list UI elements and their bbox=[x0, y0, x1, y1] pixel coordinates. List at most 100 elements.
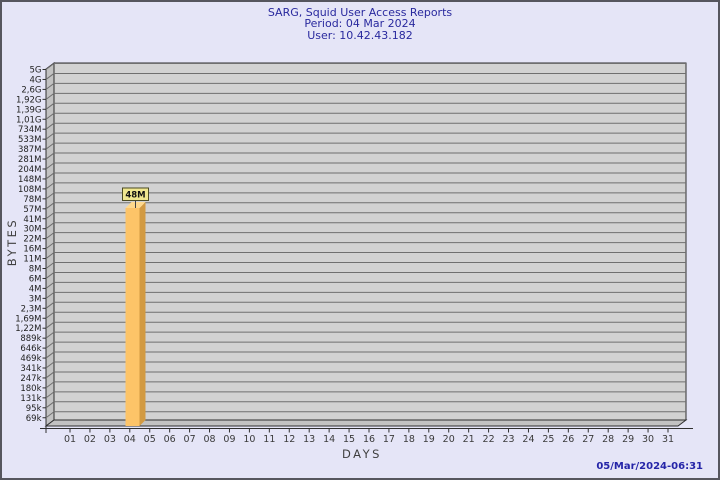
gridline-wall-connector bbox=[45, 162, 55, 170]
gridline-wall-connector bbox=[45, 262, 55, 269]
gridline-wall-connector bbox=[45, 381, 55, 389]
x-tick-label: 01 bbox=[64, 434, 76, 445]
x-tick-label: 08 bbox=[203, 434, 215, 445]
x-tick-label: 20 bbox=[443, 434, 455, 445]
y-axis-wall bbox=[45, 62, 55, 427]
report-title: SARG, Squid User Access Reports bbox=[267, 6, 453, 19]
gridline-wall-connector bbox=[45, 252, 55, 259]
gridline-wall-connector bbox=[45, 371, 55, 379]
y-tick-label: 78M bbox=[23, 195, 41, 205]
gridline-wall-connector bbox=[45, 112, 55, 120]
gridline-wall-connector bbox=[45, 83, 55, 90]
y-tick-label: 41M bbox=[23, 215, 41, 225]
x-tick-label: 22 bbox=[483, 434, 495, 445]
gridline-wall-connector bbox=[45, 411, 55, 419]
gridline-wall-connector bbox=[45, 202, 55, 210]
y-tick-label: 387M bbox=[18, 145, 42, 155]
report-period: Period: 04 Mar 2024 bbox=[304, 17, 416, 31]
y-tick-label: 281M bbox=[18, 155, 42, 165]
x-tick-label: 15 bbox=[343, 434, 355, 445]
report-header: SARG, Squid User Access Reports Period: … bbox=[2, 7, 718, 41]
x-tick-label: 31 bbox=[662, 434, 674, 445]
y-tick-label: 1,69M bbox=[15, 314, 41, 324]
y-tick-label: 180k bbox=[20, 384, 41, 394]
plot-area bbox=[53, 62, 687, 421]
gridline-wall-connector bbox=[45, 132, 55, 140]
x-tick-label: 28 bbox=[602, 434, 614, 445]
y-tick-label: 533M bbox=[18, 135, 42, 145]
generated-timestamp: 05/Mar/2024-06:31 bbox=[596, 461, 703, 472]
x-tick-label: 03 bbox=[104, 434, 116, 445]
y-tick-label: 95k bbox=[26, 404, 42, 414]
y-tick-label: 11M bbox=[23, 255, 41, 265]
y-tick-label: 4G bbox=[30, 75, 42, 85]
x-tick-label: 16 bbox=[363, 434, 375, 445]
x-tick-label: 17 bbox=[383, 434, 395, 445]
y-tick-label: 469k bbox=[20, 354, 41, 364]
x-tick-label: 02 bbox=[84, 434, 96, 445]
x-tick-label: 11 bbox=[263, 434, 275, 445]
x-tick-label: 26 bbox=[562, 434, 574, 445]
bar-value-label: 48M bbox=[125, 190, 145, 200]
gridline-wall-connector bbox=[45, 212, 55, 220]
gridline-wall-connector bbox=[45, 341, 55, 349]
gridline-wall-connector bbox=[45, 73, 55, 80]
x-tick-label: 21 bbox=[463, 434, 475, 445]
y-tick-label: 2,6G bbox=[21, 85, 41, 95]
x-tick-label: 13 bbox=[303, 434, 315, 445]
x-tick-label: 06 bbox=[164, 434, 176, 445]
x-tick-label: 19 bbox=[423, 434, 435, 445]
y-tick-label: 2,3M bbox=[21, 304, 42, 314]
x-tick-label: 27 bbox=[582, 434, 594, 445]
gridline-wall-connector bbox=[45, 63, 55, 70]
gridline-wall-connector bbox=[45, 301, 55, 309]
y-tick-label: 108M bbox=[18, 185, 42, 195]
y-tick-label: 341k bbox=[20, 364, 41, 374]
x-tick-label: 12 bbox=[283, 434, 295, 445]
y-tick-label: 16M bbox=[23, 245, 41, 255]
y-tick-label: 4M bbox=[29, 284, 42, 294]
x-tick-label: 29 bbox=[622, 434, 634, 445]
bar-value-box bbox=[121, 187, 149, 201]
y-tick-label: 5G bbox=[30, 66, 42, 76]
y-tick-label: 1,92G bbox=[16, 95, 42, 105]
gridline-wall-connector bbox=[45, 351, 55, 359]
x-tick-label: 14 bbox=[323, 434, 335, 445]
gridline-wall-connector bbox=[45, 102, 55, 110]
report-user: User: 10.42.43.182 bbox=[307, 28, 413, 42]
gridline-wall-connector bbox=[45, 281, 55, 289]
y-tick-label: 30M bbox=[23, 225, 41, 235]
y-tick-label: 204M bbox=[18, 165, 42, 175]
gridline-wall-connector bbox=[45, 142, 55, 150]
gridline-wall-connector bbox=[45, 331, 55, 339]
x-tick-label: 24 bbox=[522, 434, 534, 445]
gridline-wall-connector bbox=[45, 152, 55, 160]
gridline-wall-connector bbox=[45, 311, 55, 319]
gridline-wall-connector bbox=[45, 361, 55, 369]
y-tick-label: 1,01G bbox=[16, 115, 42, 125]
y-tick-label: 3M bbox=[29, 294, 42, 304]
x-tick-label: 04 bbox=[124, 434, 136, 445]
y-tick-label: 247k bbox=[20, 374, 41, 384]
y-tick-label: 57M bbox=[23, 205, 41, 215]
x-tick-label: 05 bbox=[144, 434, 156, 445]
y-tick-label: 1,39G bbox=[16, 105, 42, 115]
y-axis-title: BYTES bbox=[5, 218, 19, 266]
bar-side-face bbox=[139, 201, 146, 426]
y-tick-label: 6M bbox=[29, 274, 42, 284]
x-tick-label: 09 bbox=[223, 434, 235, 445]
gridline-wall-connector bbox=[45, 401, 55, 409]
x-tick-label: 30 bbox=[642, 434, 654, 445]
y-tick-label: 148M bbox=[18, 175, 42, 185]
gridline-wall-connector bbox=[45, 192, 55, 200]
bar-day-04 bbox=[125, 207, 140, 426]
y-tick-label: 131k bbox=[20, 394, 41, 404]
gridline-wall-connector bbox=[45, 122, 55, 130]
gridline-wall-connector bbox=[45, 232, 55, 240]
y-tick-label: 646k bbox=[20, 344, 41, 354]
gridline-wall-connector bbox=[45, 242, 55, 250]
gridline-wall-connector bbox=[45, 321, 55, 329]
y-tick-label: 22M bbox=[23, 235, 41, 245]
